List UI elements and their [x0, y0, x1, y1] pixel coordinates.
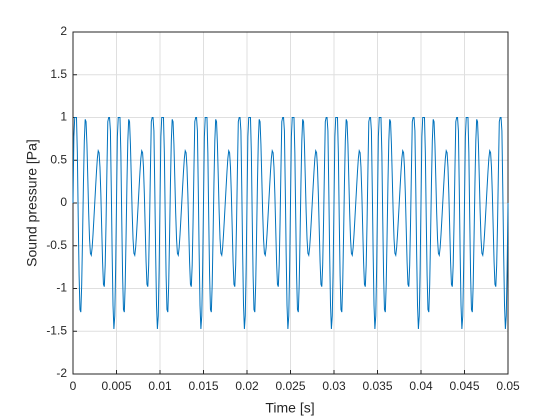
x-tick-label: 0.01: [148, 379, 172, 393]
x-tick-label: 0: [70, 379, 77, 393]
x-tick-label: 0.05: [496, 379, 520, 393]
y-tick-label: 0.5: [50, 152, 67, 166]
x-tick-label: 0.005: [101, 379, 131, 393]
y-tick-label: 1.5: [50, 67, 67, 81]
data-line: [72, 117, 509, 330]
x-tick-label: 0.04: [409, 379, 433, 393]
x-tick-label: 0.035: [362, 379, 392, 393]
x-axis-label: Time [s]: [265, 400, 314, 416]
y-tick-label: 1: [60, 110, 67, 124]
y-tick-label: -1.5: [46, 323, 67, 337]
y-tick-label: -1: [56, 281, 67, 295]
y-tick-label: -0.5: [46, 238, 67, 252]
x-tick-label: 0.015: [188, 379, 218, 393]
y-tick-label: 0: [60, 195, 67, 209]
y-tick-label: 2: [60, 24, 67, 38]
y-axis-label: Sound pressure [Pa]: [24, 139, 40, 267]
x-tick-label: 0.045: [449, 379, 479, 393]
y-tick-label: -2: [56, 366, 67, 380]
x-tick-label: 0.025: [275, 379, 305, 393]
x-tick-label: 0.03: [322, 379, 346, 393]
x-tick-label: 0.02: [235, 379, 259, 393]
